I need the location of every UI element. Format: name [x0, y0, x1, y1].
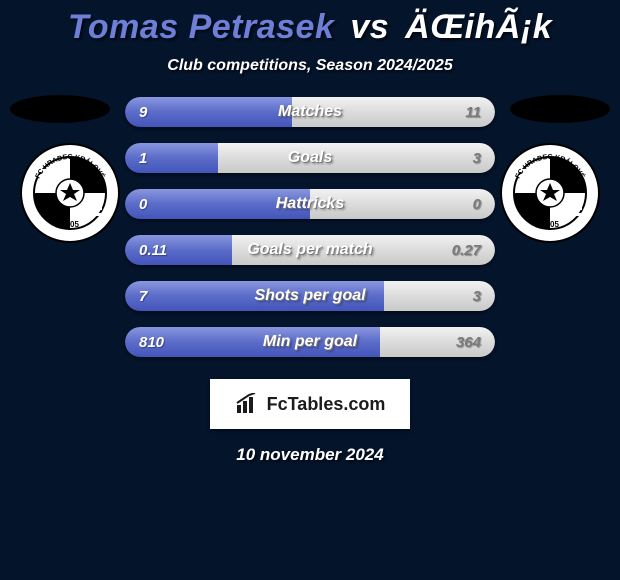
stat-row: Min per goal810364 — [125, 327, 495, 357]
player2-name: ÄŒihÃ¡k — [405, 8, 552, 46]
player1-name: Tomas Petrasek — [68, 8, 335, 46]
stat-value-right: 0 — [473, 196, 481, 213]
club-badge-left: FC HRADEC KRÁLOVÉ 1905 — [20, 143, 120, 243]
svg-text:1905: 1905 — [61, 220, 79, 229]
date-label: 10 november 2024 — [0, 445, 620, 465]
shadow-ellipse-right — [510, 95, 610, 123]
club-crest-icon: FC HRADEC KRÁLOVÉ 1905 — [500, 143, 600, 243]
club-badge-right: FC HRADEC KRÁLOVÉ 1905 — [500, 143, 600, 243]
stat-value-left: 0.11 — [139, 242, 167, 259]
stat-row: Hattricks00 — [125, 189, 495, 219]
stat-row: Goals per match0.110.27 — [125, 235, 495, 265]
comparison-stage: FC HRADEC KRÁLOVÉ 1905 FC HRADEC KRÁLOVÉ… — [0, 97, 620, 357]
svg-text:1905: 1905 — [541, 220, 559, 229]
shadow-ellipse-left — [10, 95, 110, 123]
stat-bars: Matches911Goals13Hattricks00Goals per ma… — [125, 97, 495, 357]
stat-value-left: 1 — [139, 150, 147, 167]
stat-value-right: 3 — [473, 150, 481, 167]
stat-bar-left — [125, 281, 384, 311]
bar-chart-icon — [235, 393, 261, 415]
stat-value-left: 0 — [139, 196, 147, 213]
branding-text: FcTables.com — [267, 394, 386, 415]
stat-bar-right — [218, 143, 496, 173]
vs-label: vs — [350, 8, 389, 46]
stat-value-left: 9 — [139, 104, 147, 121]
stat-bar-left — [125, 189, 310, 219]
stat-value-right: 3 — [473, 288, 481, 305]
stat-value-right: 0.27 — [452, 242, 481, 259]
stat-row: Matches911 — [125, 97, 495, 127]
comparison-title: Tomas Petrasek vs ÄŒihÃ¡k — [0, 0, 620, 47]
stat-value-left: 7 — [139, 288, 147, 305]
stat-value-left: 810 — [139, 334, 164, 351]
season-subtitle: Club competitions, Season 2024/2025 — [0, 57, 620, 75]
stat-value-right: 11 — [465, 104, 481, 121]
stat-row: Goals13 — [125, 143, 495, 173]
stat-bar-left — [125, 97, 292, 127]
club-crest-icon: FC HRADEC KRÁLOVÉ 1905 — [20, 143, 120, 243]
branding-box: FcTables.com — [210, 379, 410, 429]
stat-bar-right — [310, 189, 495, 219]
stat-value-right: 364 — [456, 334, 481, 351]
stat-row: Shots per goal73 — [125, 281, 495, 311]
